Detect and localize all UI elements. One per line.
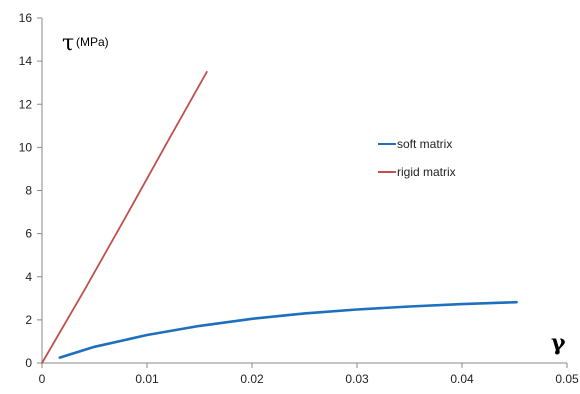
y-axis-label-unit: (MPa) — [76, 35, 109, 49]
legend: soft matrix rigid matrix — [378, 137, 456, 179]
series-line-rigid-matrix — [41, 71, 208, 364]
series-line-soft-matrix — [58, 300, 518, 359]
y-axis-label-symbol: τ — [62, 31, 74, 56]
series-lines — [41, 71, 518, 364]
legend-label-rigid-matrix: rigid matrix — [397, 165, 456, 179]
y-tick-label: 14 — [19, 54, 33, 68]
x-tick-label: 0.01 — [135, 372, 159, 386]
x-tick-label: 0.05 — [555, 372, 579, 386]
y-tick-label: 8 — [25, 184, 32, 198]
x-tick-label: 0.03 — [345, 372, 369, 386]
y-tick-label: 6 — [25, 227, 32, 241]
x-tick-label: 0.02 — [240, 372, 264, 386]
y-tick-label: 12 — [19, 97, 33, 111]
x-axis-label: γ — [551, 330, 566, 356]
y-tick-labels: 0 2 4 6 8 10 12 14 16 — [19, 11, 33, 370]
x-tick-labels: 0 0.01 0.02 0.03 0.04 0.05 — [39, 372, 579, 386]
legend-label-soft-matrix: soft matrix — [397, 137, 452, 151]
x-tick-label: 0.04 — [450, 372, 474, 386]
y-tick-label: 4 — [25, 270, 32, 284]
y-tick-label: 0 — [25, 356, 32, 370]
y-tick-label: 2 — [25, 313, 32, 327]
y-tick-label: 10 — [19, 140, 33, 154]
y-tick-label: 16 — [19, 11, 33, 25]
axes — [37, 17, 568, 368]
x-tick-label: 0 — [39, 372, 46, 386]
